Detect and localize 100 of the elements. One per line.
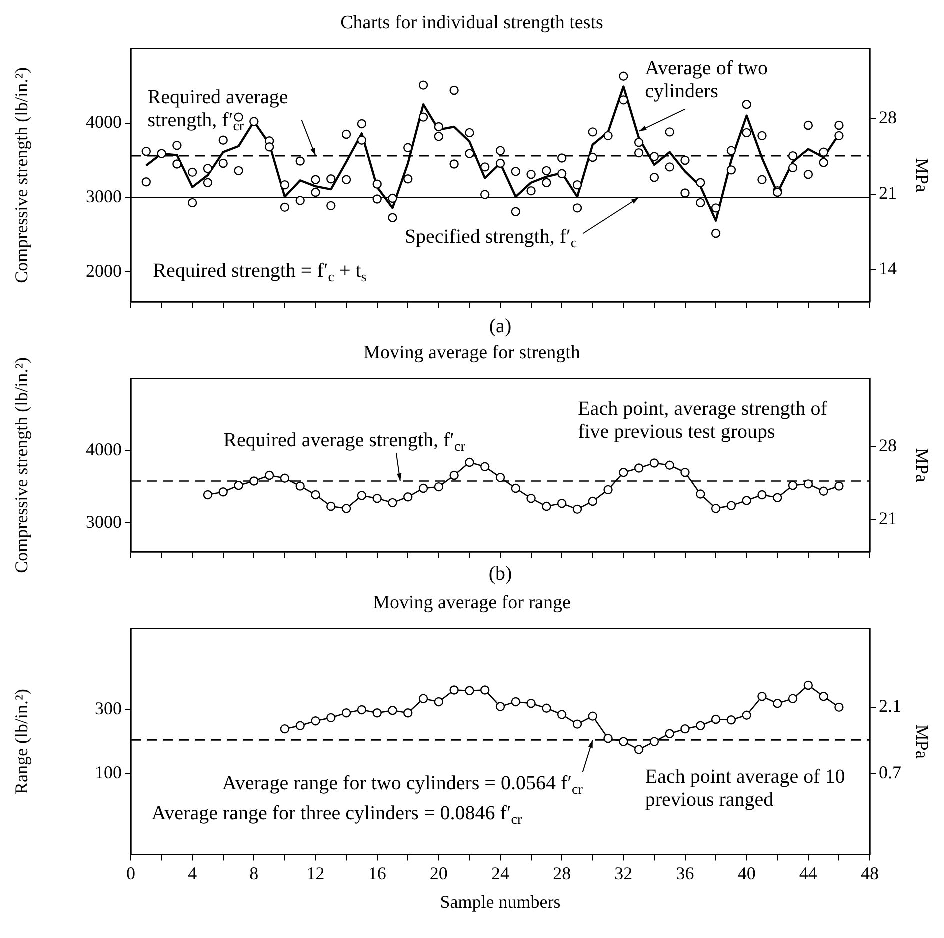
point (203, 490, 213, 500)
y2-axis-title: MPa (912, 724, 932, 759)
point (696, 490, 706, 499)
point (480, 686, 490, 695)
point (480, 462, 490, 472)
text: (a) (489, 316, 512, 338)
point (280, 474, 290, 483)
y-axis-title: Compressive strength (lb/in.²) (12, 357, 32, 574)
point (634, 464, 644, 473)
y2-tick-label: 28 (879, 108, 897, 128)
x-tick-label: 44 (799, 863, 818, 884)
y-axis-title: Compressive strength (lb/in.²) (12, 67, 32, 284)
y2-tick-label: 21 (879, 182, 897, 203)
point (511, 697, 520, 707)
point (619, 468, 628, 478)
y2-tick-label: 28 (879, 435, 897, 456)
y-axis-title: Range (lb/in.²) (12, 689, 32, 794)
point (665, 729, 674, 738)
point (311, 716, 320, 726)
text: (b) (488, 562, 512, 585)
y2-tick-label: 14 (879, 258, 897, 278)
y-tick-label: 300 (95, 698, 122, 719)
point (804, 680, 814, 690)
point (665, 460, 674, 470)
point (604, 734, 613, 744)
point (542, 704, 552, 713)
point (388, 498, 398, 508)
point (326, 713, 336, 723)
point (726, 716, 736, 725)
point (557, 499, 567, 508)
point (264, 470, 274, 480)
x-tick-label: 0 (126, 863, 136, 884)
point (650, 737, 660, 746)
point (511, 484, 520, 494)
point (650, 458, 660, 468)
y-tick-label: 3000 (86, 512, 122, 532)
point (342, 504, 352, 514)
point (465, 458, 474, 468)
point (388, 706, 398, 716)
x-tick-label: 8 (250, 863, 259, 884)
chart-title: Moving average for strength (364, 342, 581, 364)
point (758, 490, 767, 500)
point (711, 714, 721, 724)
point (758, 692, 767, 702)
chart-title: Moving average for range (373, 592, 571, 614)
point (680, 724, 690, 734)
y-tick-label: 2000 (86, 260, 122, 281)
point (634, 745, 644, 754)
y-tick-label: 100 (95, 762, 122, 782)
point (296, 721, 305, 730)
x-tick-label: 24 (492, 863, 510, 884)
y-tick-label: 4000 (86, 112, 122, 132)
chart-title: Charts for individual strength tests (340, 12, 604, 34)
point (788, 481, 798, 490)
point (819, 486, 828, 496)
point (326, 502, 336, 512)
point (742, 496, 752, 506)
point (711, 504, 721, 514)
point (773, 699, 782, 708)
point (788, 694, 798, 704)
x-tick-label: 48 (861, 863, 879, 884)
point (588, 712, 598, 721)
point (696, 721, 706, 730)
y-tick-label: 4000 (86, 440, 122, 460)
y2-axis-title: MPa (912, 158, 932, 192)
point (726, 501, 736, 510)
point (372, 494, 382, 504)
y2-tick-label: 21 (879, 508, 897, 528)
point (588, 496, 598, 506)
point (604, 485, 613, 495)
point (234, 481, 244, 490)
point (834, 482, 844, 491)
x-tick-label: 4 (188, 863, 198, 884)
x-tick-label: 28 (553, 863, 572, 884)
point (218, 488, 228, 497)
point (250, 476, 259, 486)
point (418, 484, 428, 494)
point (434, 482, 444, 492)
point (450, 686, 459, 695)
point (465, 686, 474, 696)
point (834, 702, 844, 712)
point (804, 480, 814, 489)
annotation: Each point average of 10 previous ranged (645, 766, 846, 812)
y2-axis-title: MPa (912, 448, 932, 482)
point (496, 473, 506, 482)
point (742, 710, 752, 720)
x-tick-label: 32 (614, 863, 633, 884)
x-tick-label: 40 (738, 863, 756, 884)
point (357, 491, 367, 500)
x-axis-title: Sample numbers (440, 892, 561, 912)
point (357, 705, 367, 715)
point (418, 694, 428, 704)
point (404, 492, 413, 502)
point (619, 737, 628, 746)
x-tick-label: 20 (430, 863, 448, 884)
x-tick-label: 36 (676, 863, 694, 884)
x-tick-label: 12 (306, 863, 325, 884)
annotation: Average of two cylinders (645, 58, 768, 103)
point (680, 468, 690, 478)
point (572, 720, 582, 729)
